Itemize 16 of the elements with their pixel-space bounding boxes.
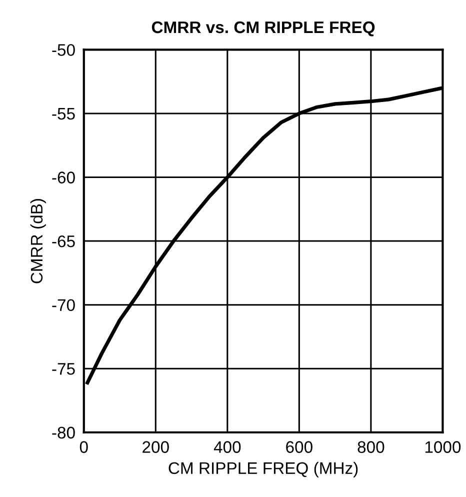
chart-title: CMRR vs. CM RIPPLE FREQ	[152, 21, 375, 36]
x-tick-label: 1000	[425, 441, 461, 453]
x-tick-label: 200	[142, 441, 169, 453]
y-tick-label: -80	[52, 426, 75, 439]
x-tick-label: 600	[286, 441, 312, 453]
y-tick-label: -70	[52, 299, 75, 312]
x-tick-label: 400	[214, 441, 241, 453]
y-tick-label: -50	[52, 44, 75, 56]
y-tick-label: -60	[52, 172, 75, 184]
x-axis-title: CM RIPPLE FREQ (MHz)	[168, 462, 358, 478]
y-tick-label: -65	[52, 235, 75, 248]
y-axis-title: CMRR (dB)	[30, 199, 46, 284]
y-tick-label: -55	[52, 108, 75, 120]
x-tick-label: 0	[80, 441, 88, 453]
y-tick-label: -75	[52, 363, 75, 375]
x-tick-label: 800	[358, 441, 384, 453]
